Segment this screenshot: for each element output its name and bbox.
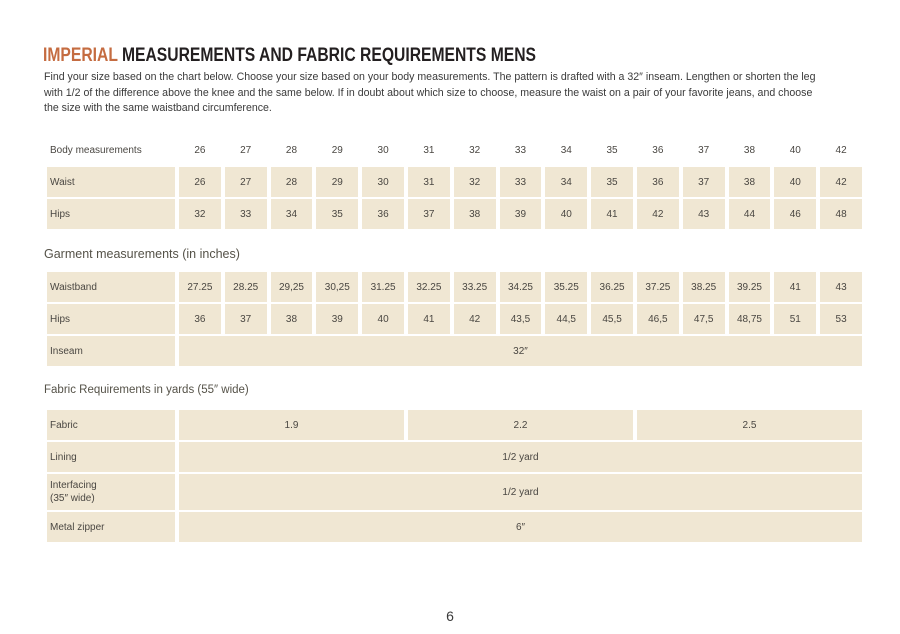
svg-text:IMPERIAL MEASUREMENTS AND FABR: IMPERIAL MEASUREMENTS AND FABRIC REQUIRE… — [43, 45, 536, 66]
